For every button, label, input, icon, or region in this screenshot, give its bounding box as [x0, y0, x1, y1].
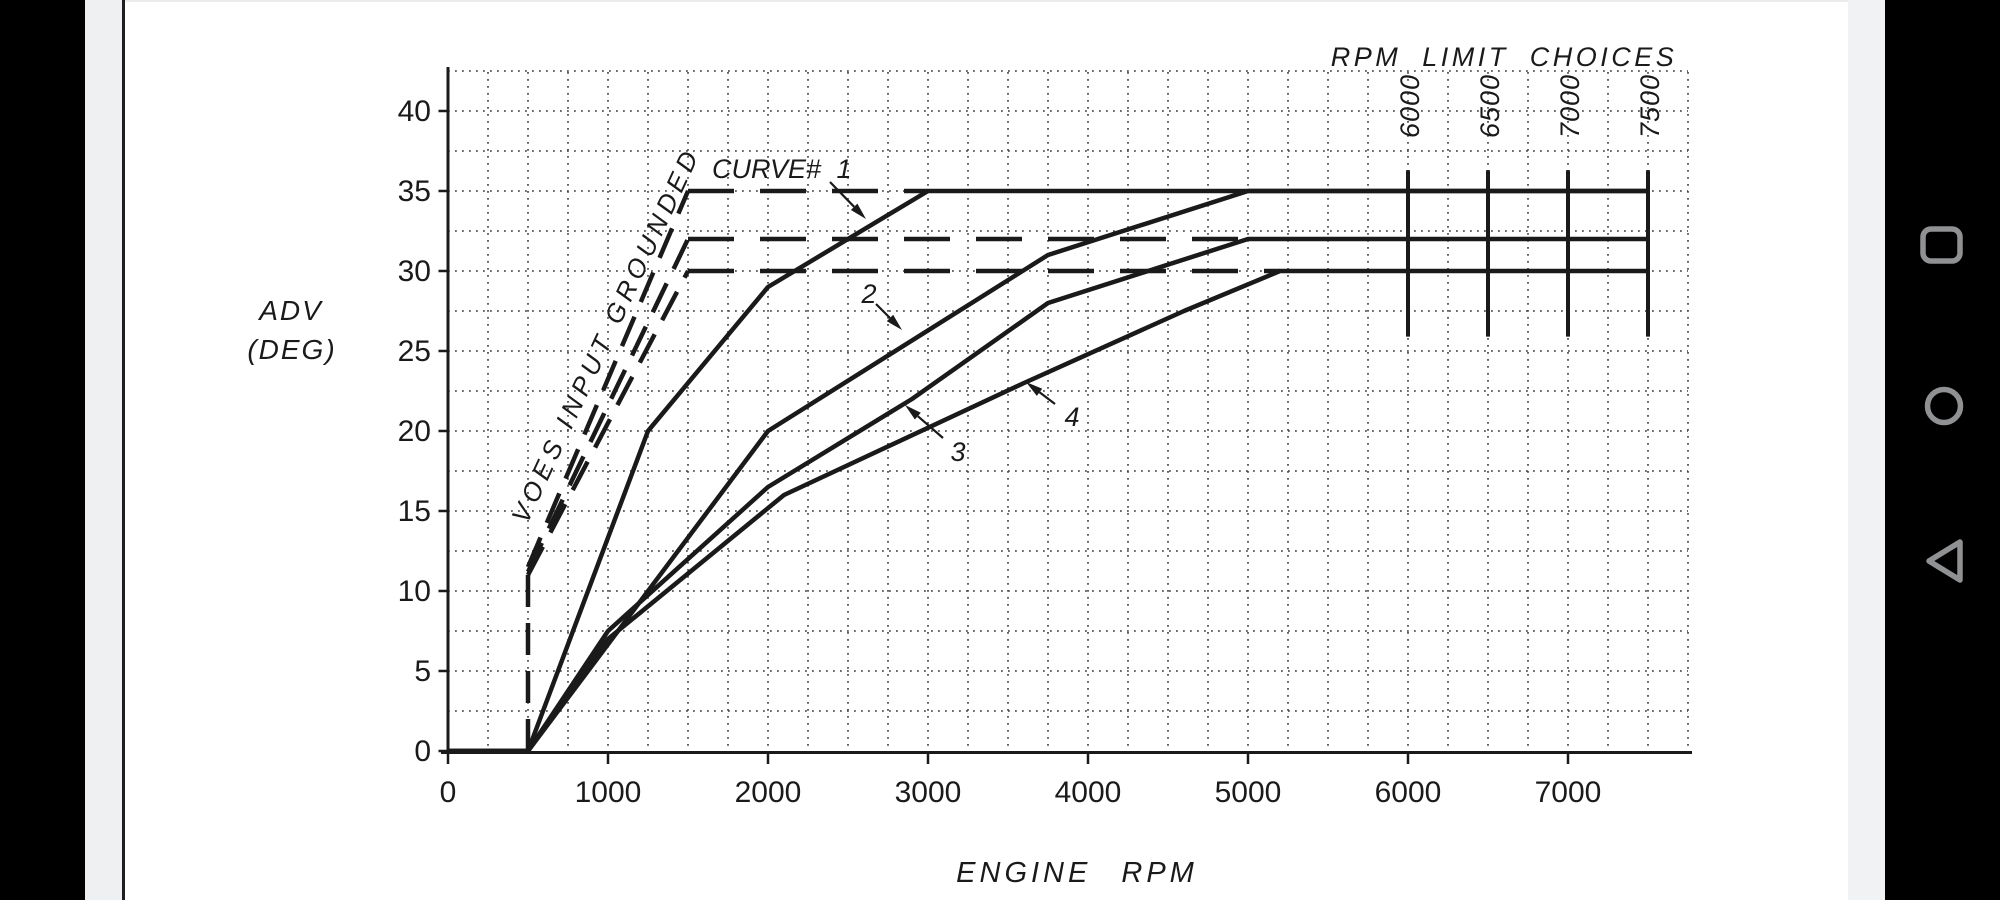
- rpm-limit-lines: [1406, 170, 1650, 337]
- y-axis-title-line1: ADV: [257, 295, 323, 326]
- back-triangle-icon[interactable]: [1926, 539, 1963, 583]
- svg-text:6000: 6000: [1395, 74, 1425, 138]
- rpm-limit-choices-title: RPM LIMIT CHOICES: [1331, 42, 1678, 72]
- svg-text:5000: 5000: [1215, 776, 1282, 809]
- rpm-limit-value-labels: 6000 6500 7000 7500: [1395, 74, 1665, 138]
- advance-curve-chart: 0 5 10 15 20 25 30 35 40 0 1000 2000 3000 4000 5000 600…: [247, 42, 1692, 889]
- svg-text:2000: 2000: [735, 776, 802, 809]
- home-circle-icon[interactable]: [1924, 386, 1964, 426]
- curve-3-callout: 3: [950, 437, 965, 467]
- svg-text:15: 15: [398, 495, 431, 528]
- svg-text:35: 35: [398, 175, 431, 208]
- x-axis-title: ENGINE RPM: [956, 857, 1198, 889]
- voes-input-grounded-label: VOES INPUT GROUNDED: [505, 142, 706, 528]
- svg-text:4000: 4000: [1055, 776, 1122, 809]
- recents-square-icon[interactable]: [1920, 226, 1963, 264]
- left-page-gutter: [85, 0, 125, 900]
- callout-leader-arrows: [829, 181, 1056, 439]
- curve-lines: [448, 188, 1648, 754]
- axes: [438, 67, 1692, 764]
- y-axis-title-line2: (DEG): [247, 334, 336, 365]
- curve-2-callout: 2: [860, 279, 876, 309]
- svg-text:7000: 7000: [1535, 776, 1602, 809]
- axis-tick-labels: 0 5 10 15 20 25 30 35 40 0 1000 2000 3000 4000 5000 600…: [398, 95, 1602, 809]
- svg-text:25: 25: [398, 335, 431, 368]
- document-page: 0 5 10 15 20 25 30 35 40 0 1000 2000 3000 4000 5000 600…: [125, 0, 1848, 900]
- svg-text:10: 10: [398, 575, 431, 608]
- svg-text:6500: 6500: [1475, 74, 1505, 138]
- svg-text:1000: 1000: [575, 776, 642, 809]
- curve-4-callout: 4: [1064, 402, 1079, 432]
- svg-text:0: 0: [414, 735, 431, 768]
- svg-text:30: 30: [398, 255, 431, 288]
- svg-text:3000: 3000: [895, 776, 962, 809]
- svg-text:7000: 7000: [1555, 74, 1585, 138]
- svg-text:0: 0: [440, 776, 457, 809]
- svg-text:7500: 7500: [1635, 74, 1665, 138]
- curve-1-callout: CURVE# 1: [712, 154, 852, 184]
- svg-text:6000: 6000: [1375, 776, 1442, 809]
- left-letterbox-bar: [0, 0, 85, 900]
- svg-text:40: 40: [398, 95, 431, 128]
- right-page-gutter: [1848, 0, 1885, 900]
- android-navigation-bar: [1885, 0, 2000, 900]
- svg-text:5: 5: [414, 655, 431, 688]
- svg-text:20: 20: [398, 415, 431, 448]
